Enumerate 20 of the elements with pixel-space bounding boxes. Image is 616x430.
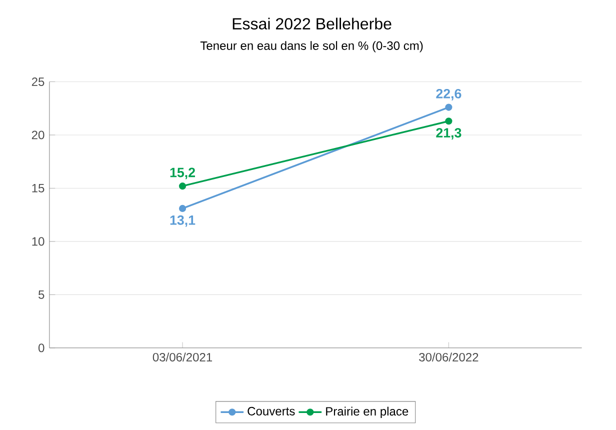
y-tick-label: 10 (32, 237, 44, 246)
y-tick-label: 5 (38, 290, 44, 300)
data-label: 22,6 (436, 89, 462, 101)
data-label: 21,3 (436, 128, 462, 140)
point (178, 205, 186, 212)
chart-title: Essai 2022 Belleherbe (232, 18, 392, 30)
chart-subtitle: Teneur en eau dans le sol en % (0-30 cm) (200, 41, 423, 52)
x-tick-label: 03/06/2021 (152, 352, 212, 362)
y-tick-label: 0 (38, 344, 44, 352)
point (178, 182, 186, 190)
y-tick-label: 25 (32, 78, 44, 86)
data-label: 15,2 (170, 168, 195, 180)
x-tick-label: 30/06/2022 (419, 352, 478, 362)
legend-label: Prairie en place (326, 406, 408, 418)
legend-label: Couverts (248, 407, 295, 416)
y-tick-label: 20 (32, 130, 44, 140)
point (445, 104, 452, 111)
data-label: 13,1 (170, 216, 196, 227)
point (445, 118, 452, 125)
y-tick-label: 15 (32, 184, 44, 193)
